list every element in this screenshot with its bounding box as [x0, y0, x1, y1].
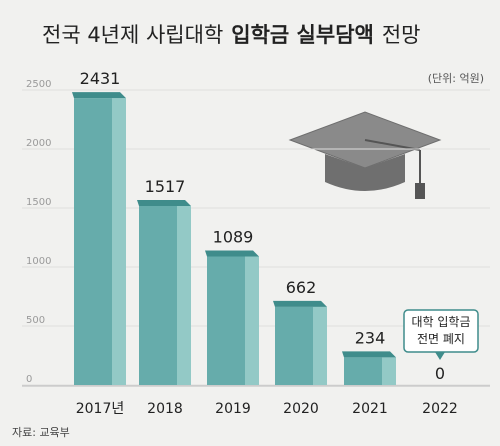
bar-top [342, 351, 396, 358]
y-tick-label: 500 [26, 315, 45, 326]
graduation-cap [288, 111, 442, 199]
bar [207, 256, 245, 385]
value-label: 0 [435, 364, 445, 383]
bar [139, 205, 177, 385]
bar [275, 306, 313, 385]
y-tick-label: 1500 [26, 197, 51, 208]
x-tick-label: 2020 [283, 401, 319, 417]
bar [74, 98, 112, 385]
bar-top [72, 92, 126, 99]
bar-side [177, 205, 191, 385]
x-tick-label: 2019 [215, 401, 251, 417]
x-tick-label: 2017년 [76, 401, 125, 417]
source: 자료: 교육부 [12, 426, 70, 439]
bar-side [245, 256, 259, 385]
unit: (단위: 억원) [428, 72, 484, 85]
value-label: 662 [286, 278, 317, 297]
y-tick-label: 1000 [26, 256, 51, 267]
y-tick-label: 2500 [26, 79, 51, 90]
title-part: 전망 [382, 23, 421, 47]
annotation-line: 전면 폐지 [417, 332, 465, 346]
bar-side [382, 357, 396, 385]
value-label: 2431 [80, 69, 121, 88]
bar [344, 357, 382, 385]
value-label: 1089 [213, 227, 254, 246]
bar-top [137, 199, 191, 206]
chart-title: 전국 4년제 사립대학 입학금 실부담액 전망 [42, 23, 420, 47]
value-label: 234 [355, 328, 386, 347]
x-tick-label: 2022 [422, 401, 458, 417]
x-tick-label: 2018 [147, 401, 183, 417]
title-part: 전국 4년제 사립대학 [42, 23, 223, 47]
x-tick-label: 2021 [352, 401, 388, 417]
title-bold: 입학금 실부담액 [231, 23, 374, 47]
y-tick-label: 2000 [26, 138, 51, 149]
value-label: 1517 [145, 177, 186, 196]
bar-top [273, 300, 327, 307]
bar-side [112, 98, 126, 385]
bar-top [205, 250, 259, 257]
y-tick-label: 0 [26, 374, 32, 385]
annotation-line: 대학 입학금 [411, 315, 470, 329]
annotation: 대학 입학금 전면 폐지 [403, 309, 479, 360]
bar-side [313, 306, 327, 385]
